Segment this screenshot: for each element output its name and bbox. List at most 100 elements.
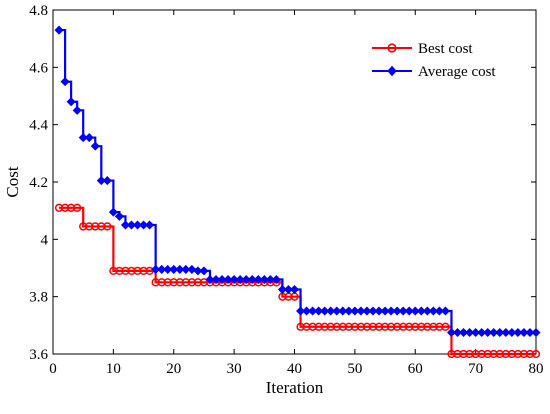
data-point-best-cost	[429, 322, 438, 331]
data-point-average-cost	[440, 306, 450, 316]
data-point-best-cost	[85, 222, 94, 231]
data-point-average-cost	[495, 327, 505, 338]
data-point-average-cost	[271, 274, 281, 284]
data-point-best-cost	[362, 322, 372, 331]
legend-label-best-cost: Best cost	[418, 41, 473, 57]
data-point-average-cost	[157, 264, 167, 274]
data-point-average-cost	[283, 284, 293, 295]
data-point-best-cost	[465, 349, 474, 359]
x-tick-label: 70	[468, 361, 483, 377]
data-point-best-cost	[54, 203, 64, 212]
data-point-average-cost	[465, 327, 475, 338]
data-point-best-cost	[60, 203, 70, 212]
data-point-average-cost	[471, 327, 481, 338]
data-point-best-cost	[103, 222, 112, 231]
data-point-average-cost	[175, 264, 185, 274]
data-point-best-cost	[459, 349, 468, 359]
data-point-average-cost	[223, 274, 233, 284]
data-point-best-cost	[199, 278, 209, 287]
data-point-average-cost	[314, 306, 324, 316]
data-point-best-cost	[193, 278, 203, 287]
data-point-average-cost	[483, 327, 493, 338]
data-point-average-cost	[489, 327, 499, 338]
legend: Best cost Average cost	[363, 29, 527, 89]
data-point-average-cost	[296, 306, 306, 316]
data-point-average-cost	[416, 306, 426, 316]
data-point-average-cost	[392, 306, 402, 316]
data-point-best-cost	[423, 322, 432, 331]
data-point-best-cost	[447, 349, 456, 359]
data-point-average-cost	[84, 133, 94, 143]
data-point-average-cost	[428, 306, 438, 316]
data-point-average-cost	[199, 266, 209, 276]
y-tick-label: 3.6	[29, 347, 48, 363]
data-point-average-cost	[507, 327, 517, 338]
data-point-average-cost	[289, 284, 300, 295]
data-point-best-cost	[79, 222, 88, 231]
data-point-average-cost	[145, 220, 155, 230]
y-tick-label: 4	[41, 232, 49, 248]
legend-box	[363, 29, 527, 89]
data-point-average-cost	[410, 306, 420, 316]
data-point-average-cost	[54, 25, 64, 35]
data-point-average-cost	[181, 264, 191, 274]
data-point-best-cost	[308, 322, 317, 331]
x-tick-label: 80	[529, 361, 544, 377]
data-point-best-cost	[525, 349, 535, 359]
data-point-best-cost	[326, 322, 335, 331]
data-point-best-cost	[121, 266, 130, 276]
data-point-average-cost	[362, 306, 372, 316]
data-point-best-cost	[175, 278, 184, 287]
y-tick-label: 3.8	[29, 290, 48, 306]
data-point-best-cost	[411, 322, 420, 331]
data-point-best-cost	[338, 322, 347, 331]
x-tick-label: 40	[287, 361, 302, 377]
data-point-best-cost	[91, 222, 100, 231]
data-point-best-cost	[405, 322, 414, 331]
data-point-average-cost	[193, 266, 203, 276]
data-point-average-cost	[108, 207, 118, 217]
data-point-average-cost	[477, 327, 487, 338]
data-point-best-cost	[332, 322, 341, 331]
data-point-best-cost	[169, 278, 178, 287]
data-point-best-cost	[187, 278, 197, 287]
data-point-average-cost	[229, 274, 239, 284]
data-point-average-cost	[320, 306, 330, 316]
data-point-average-cost	[350, 306, 360, 316]
data-point-average-cost	[398, 306, 408, 316]
data-point-best-cost	[314, 322, 323, 331]
data-point-best-cost	[513, 349, 523, 359]
data-point-average-cost	[338, 306, 348, 316]
data-point-average-cost	[114, 211, 124, 221]
data-point-best-cost	[66, 203, 76, 212]
series-best-cost	[54, 203, 541, 359]
data-point-average-cost	[96, 176, 106, 186]
data-point-best-cost	[368, 322, 378, 331]
data-point-best-cost	[483, 349, 492, 359]
data-point-best-cost	[417, 322, 426, 331]
data-point-average-cost	[126, 220, 136, 230]
data-point-best-cost	[435, 322, 444, 331]
data-point-best-cost	[519, 349, 529, 359]
x-tick-label: 20	[166, 361, 181, 377]
data-point-average-cost	[151, 264, 161, 274]
data-point-average-cost	[446, 327, 456, 338]
data-point-average-cost	[78, 133, 88, 143]
data-point-average-cost	[422, 306, 432, 316]
data-point-best-cost	[151, 278, 160, 287]
data-point-average-cost	[235, 274, 245, 284]
data-point-average-cost	[205, 274, 215, 284]
data-point-best-cost	[302, 322, 311, 331]
data-point-average-cost	[139, 220, 149, 230]
data-point-best-cost	[477, 349, 486, 359]
data-point-average-cost	[72, 105, 82, 115]
legend-marker-average-cost	[387, 65, 397, 77]
x-tick-label: 50	[347, 361, 362, 377]
x-axis: 0 10 20 30 40 50 60 70 80	[49, 10, 544, 377]
data-point-average-cost	[265, 274, 275, 284]
y-axis: 3.6 3.8 4 4.2 4.4 4.6 4.8	[29, 3, 536, 363]
data-point-best-cost	[163, 278, 172, 287]
x-tick-label: 30	[227, 361, 242, 377]
x-tick-label: 60	[408, 361, 423, 377]
